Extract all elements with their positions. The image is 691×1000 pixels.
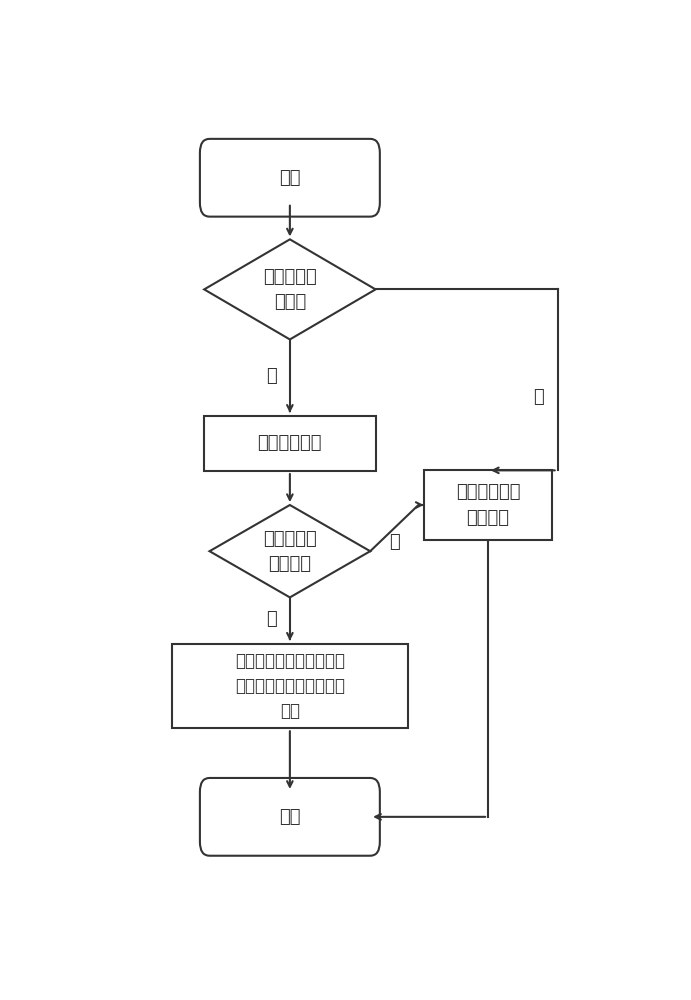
Text: 动态路由计算: 动态路由计算 bbox=[258, 434, 322, 452]
Text: 是: 是 bbox=[533, 388, 545, 406]
FancyBboxPatch shape bbox=[200, 139, 380, 217]
Text: 开始: 开始 bbox=[279, 169, 301, 187]
Text: 是否存在静
态路由: 是否存在静 态路由 bbox=[263, 268, 316, 311]
Text: 结束: 结束 bbox=[279, 808, 301, 826]
Text: 是否计算出
一条路由: 是否计算出 一条路由 bbox=[263, 530, 316, 573]
Text: 是: 是 bbox=[389, 533, 399, 551]
Bar bbox=[205, 416, 376, 471]
Bar bbox=[424, 470, 552, 540]
Polygon shape bbox=[205, 239, 376, 339]
FancyBboxPatch shape bbox=[200, 778, 380, 856]
Text: 否: 否 bbox=[266, 610, 276, 628]
Text: 根据实际需求选择等待新
接触加入或者丢弃当前数
据包: 根据实际需求选择等待新 接触加入或者丢弃当前数 据包 bbox=[235, 652, 345, 720]
Text: 否: 否 bbox=[266, 367, 276, 385]
Polygon shape bbox=[209, 505, 370, 597]
Bar bbox=[172, 644, 408, 728]
Text: 按照路由进行
数据传输: 按照路由进行 数据传输 bbox=[456, 484, 520, 526]
